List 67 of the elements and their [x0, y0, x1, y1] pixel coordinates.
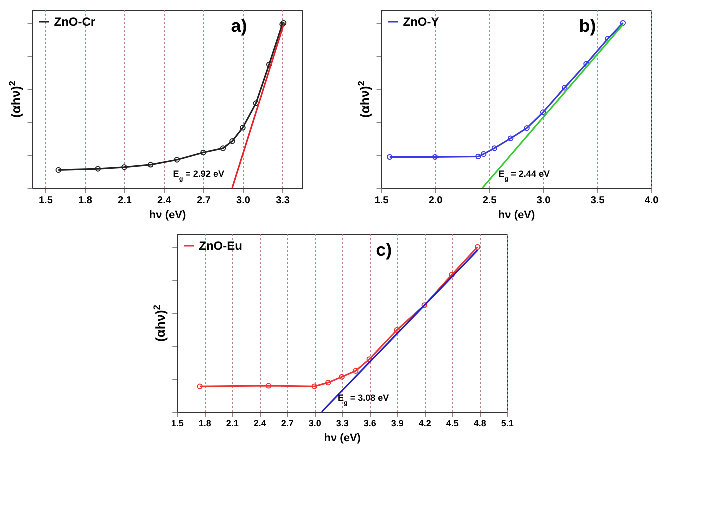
x-tick-label: 2.0	[428, 196, 444, 206]
x-axis-title: hν (eV)	[149, 210, 186, 222]
point	[266, 62, 272, 68]
legend-label: ZnO-Y	[403, 15, 440, 29]
x-tick-label: 4.2	[418, 418, 432, 428]
x-tick-label: 3.6	[364, 418, 376, 428]
point	[230, 138, 236, 144]
annotation: E$_{g}$ = 2.44 eV	[498, 169, 550, 182]
x-tick-label: 3.0	[236, 196, 251, 206]
point	[492, 146, 498, 152]
x-tick-label: 4.5	[446, 418, 459, 428]
x-tick-label: 2.7	[197, 196, 212, 206]
point	[312, 384, 318, 390]
x-tick-label: 2.4	[158, 196, 172, 206]
x-tick-label: 3.0	[536, 196, 552, 206]
annotation: E$_{g}$ = 2.92 eV	[173, 169, 224, 182]
point	[449, 272, 455, 278]
point	[240, 125, 246, 131]
point	[353, 368, 359, 374]
x-tick-label: 2.1	[226, 418, 239, 428]
x-axis-title: hν (eV)	[324, 432, 362, 444]
point	[95, 166, 101, 172]
point	[481, 151, 487, 158]
point	[220, 146, 226, 152]
point	[366, 356, 372, 362]
point	[394, 327, 400, 334]
x-tick-label: 5.1	[501, 418, 514, 428]
x-tick-label: 2.7	[281, 418, 294, 428]
point	[326, 380, 332, 386]
legend-label: ZnO-Cr	[54, 15, 96, 29]
point	[339, 374, 345, 380]
x-tick-label: 1.5	[171, 418, 184, 428]
point	[584, 61, 590, 67]
x-tick-label: 3.0	[308, 418, 322, 428]
x-tick-label: 3.3	[276, 196, 290, 206]
x-tick-label: 4.8	[474, 418, 486, 428]
point	[174, 157, 180, 163]
x-tick-label: 3.3	[336, 418, 349, 428]
x-tick-label: 1.8	[198, 418, 212, 428]
point	[508, 136, 514, 142]
point	[200, 150, 206, 156]
legend-label: ZnO-Eu	[199, 239, 242, 253]
point	[605, 36, 611, 42]
annotation: E$_{g}$ = 3.08 eV	[338, 393, 390, 406]
x-tick-label: 2.5	[482, 196, 498, 206]
x-axis-title: hν (eV)	[498, 210, 536, 222]
point	[148, 162, 154, 168]
chart-title: b)	[579, 16, 596, 36]
x-tick-label: 2.4	[254, 418, 266, 428]
x-tick-label: 4.0	[644, 196, 660, 206]
x-tick-label: 3.9	[391, 418, 404, 428]
x-tick-label: 3.5	[590, 196, 606, 206]
point	[122, 164, 128, 170]
point	[524, 125, 530, 132]
point	[476, 154, 482, 160]
chart-title: a)	[231, 16, 248, 36]
point	[432, 154, 438, 160]
x-tick-label: 2.1	[118, 196, 132, 206]
x-tick-label: 1.8	[78, 196, 93, 206]
x-tick-label: 1.5	[38, 196, 54, 206]
point	[422, 302, 428, 308]
point	[562, 85, 568, 91]
x-tick-label: 1.5	[374, 196, 390, 206]
point	[540, 110, 546, 116]
chart-title: c)	[376, 240, 392, 260]
point	[253, 100, 260, 106]
point	[266, 383, 272, 389]
